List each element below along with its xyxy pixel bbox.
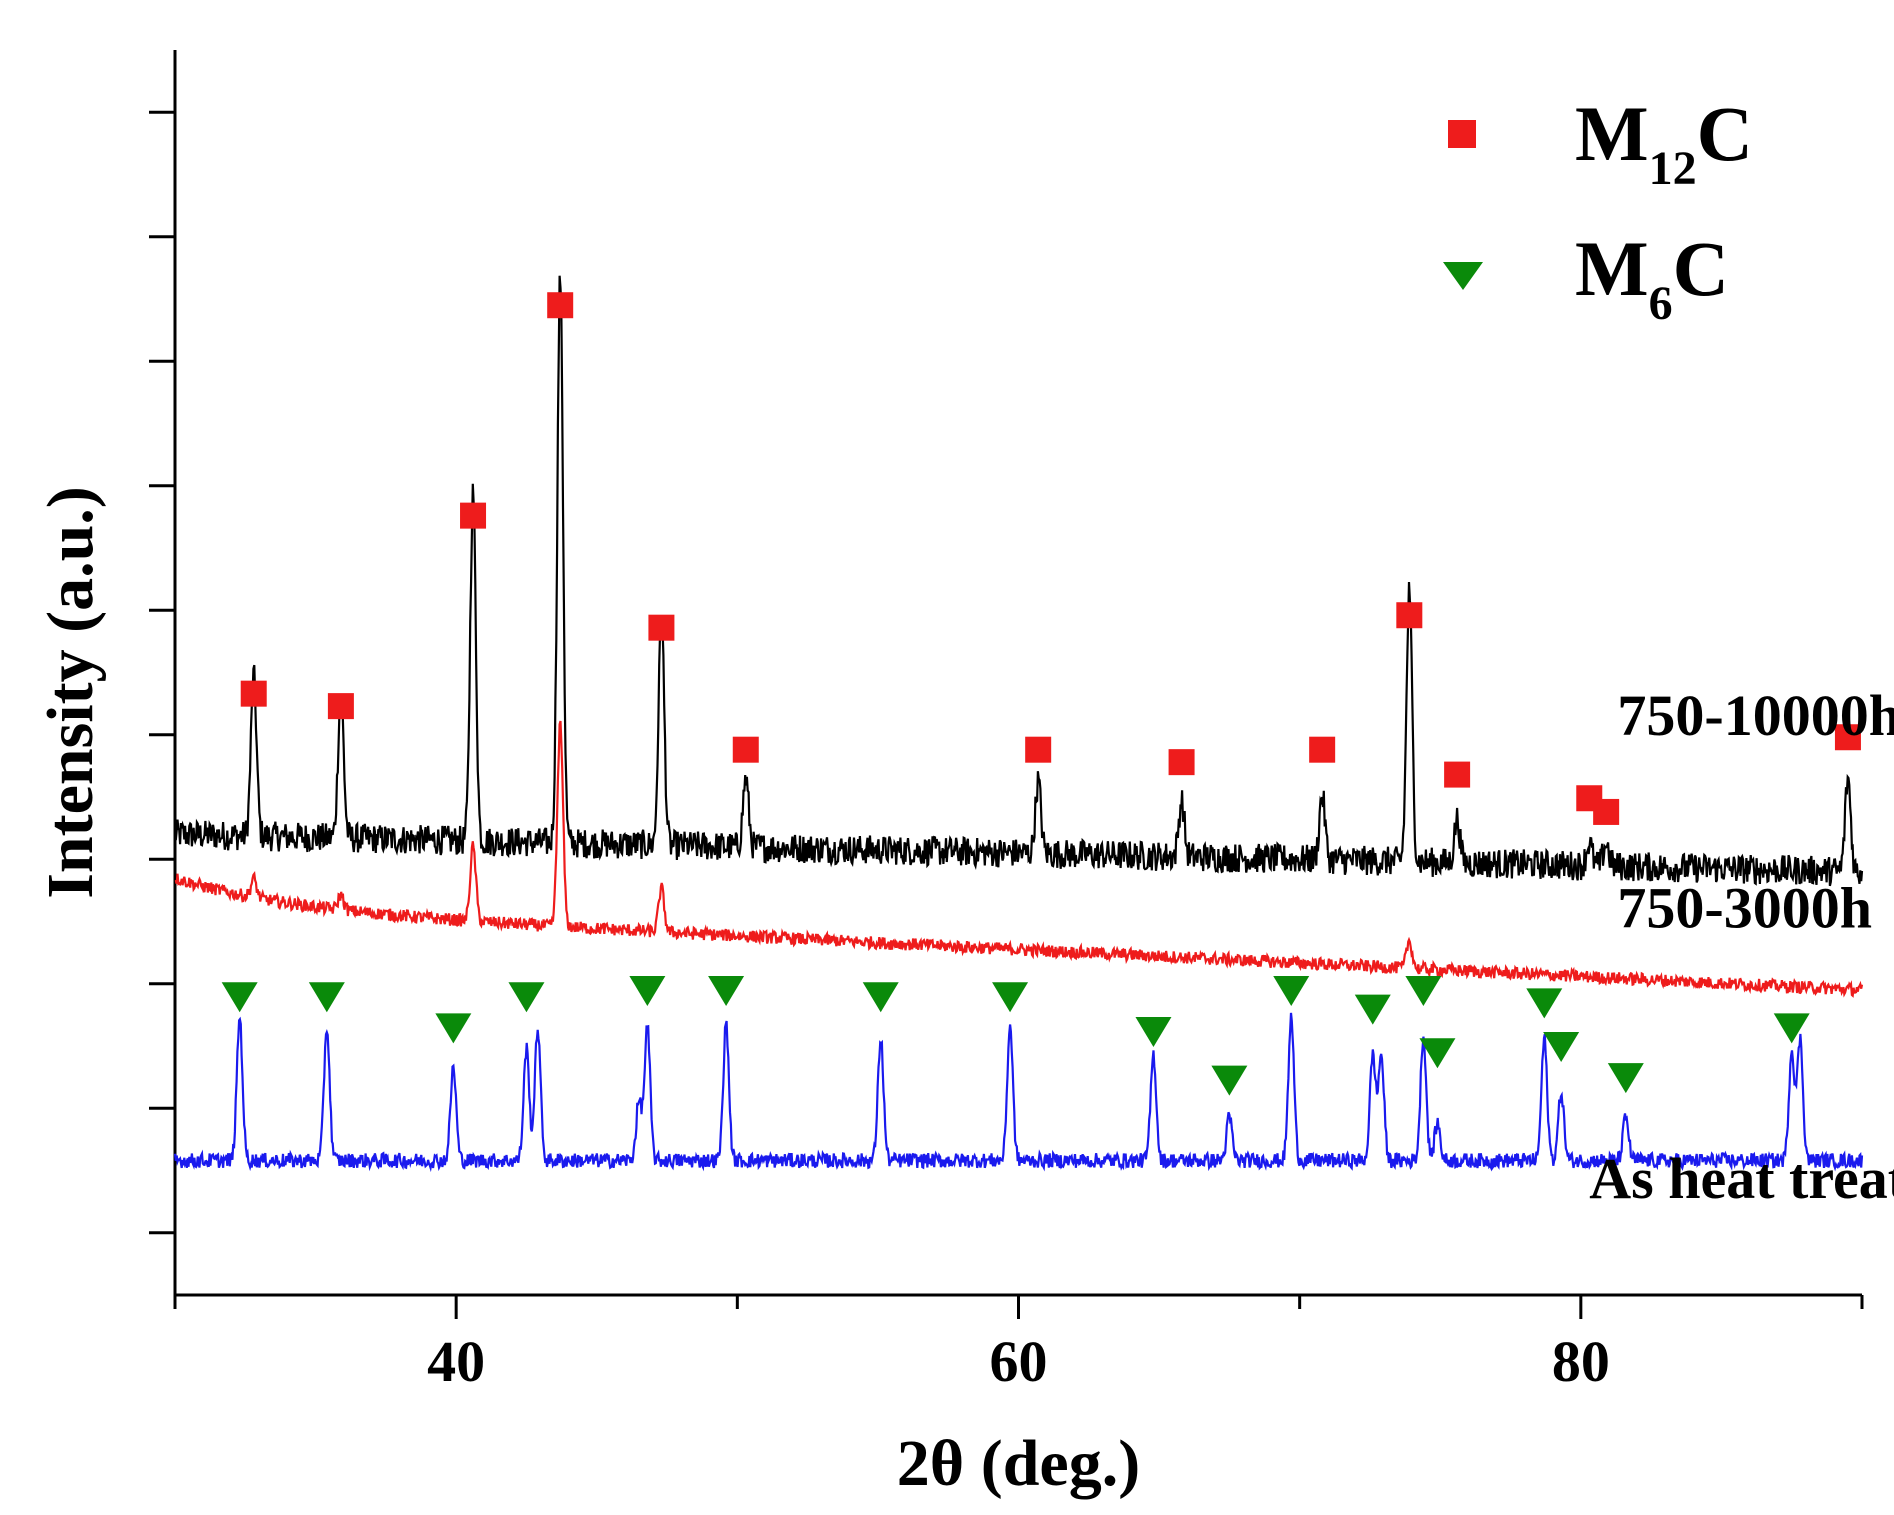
phase-markers: [221, 292, 1861, 1096]
m6c-marker: [1526, 988, 1563, 1019]
legend-marker-square: [1448, 120, 1476, 148]
m12c-marker: [1834, 724, 1861, 751]
m6c-marker: [1773, 1013, 1810, 1044]
m6c-marker: [308, 982, 345, 1013]
x-tick-label: 80: [1552, 1329, 1610, 1394]
m6c-marker: [221, 982, 258, 1013]
series-line-2: [173, 1012, 1864, 1173]
series-line-1: [174, 720, 1864, 998]
trace-label-as-heat-treated: As heat treated: [1589, 1146, 1894, 1211]
legend-label-m6c: M6C: [1575, 225, 1729, 330]
trace-labels: 750-10000h 750-3000h As heat treated: [1589, 683, 1894, 1211]
m12c-marker: [1396, 602, 1423, 629]
m12c-marker: [460, 502, 487, 529]
m12c-marker: [1444, 761, 1471, 788]
y-axis-title: Intensity (a.u.): [34, 486, 107, 899]
trace-label-750-10000h: 750-10000h: [1617, 683, 1894, 748]
m12c-marker: [547, 292, 574, 319]
m6c-marker: [1354, 994, 1391, 1025]
m12c-marker: [327, 693, 354, 720]
m6c-marker: [1405, 975, 1442, 1006]
x-tick-label: 60: [990, 1329, 1048, 1394]
m12c-marker: [1309, 736, 1336, 763]
legend-marker-triangle: [1443, 262, 1483, 290]
m12c-marker: [1593, 798, 1620, 825]
m12c-marker: [732, 736, 759, 763]
m12c-marker: [1168, 749, 1195, 776]
m6c-marker: [1543, 1032, 1580, 1062]
m6c-marker: [992, 982, 1029, 1013]
m12c-marker: [648, 614, 675, 641]
m6c-marker: [1273, 975, 1310, 1006]
legend-label-m12c: M12C: [1575, 90, 1753, 195]
m6c-marker: [708, 975, 745, 1006]
m6c-marker: [1135, 1017, 1172, 1048]
x-tick-label: 40: [427, 1329, 485, 1394]
plot-area: [173, 275, 1864, 1173]
m6c-marker: [1607, 1063, 1644, 1094]
x-axis-title: 2θ (deg.): [897, 1427, 1140, 1500]
series-line-0: [173, 275, 1864, 887]
axes: 40 60 80: [149, 50, 1864, 1394]
m6c-marker: [1419, 1038, 1456, 1069]
m6c-marker: [1211, 1065, 1248, 1096]
m6c-marker: [508, 982, 545, 1013]
legend-entry-m12c: M12C: [1448, 90, 1753, 195]
m12c-marker: [240, 680, 267, 707]
m6c-marker: [435, 1013, 472, 1044]
m12c-marker: [1025, 736, 1052, 763]
m6c-marker: [862, 982, 899, 1013]
legend: M12C M6C: [1443, 90, 1753, 330]
trace-label-750-3000h: 750-3000h: [1617, 876, 1872, 941]
m6c-marker: [629, 975, 666, 1006]
legend-entry-m6c: M6C: [1443, 225, 1729, 330]
